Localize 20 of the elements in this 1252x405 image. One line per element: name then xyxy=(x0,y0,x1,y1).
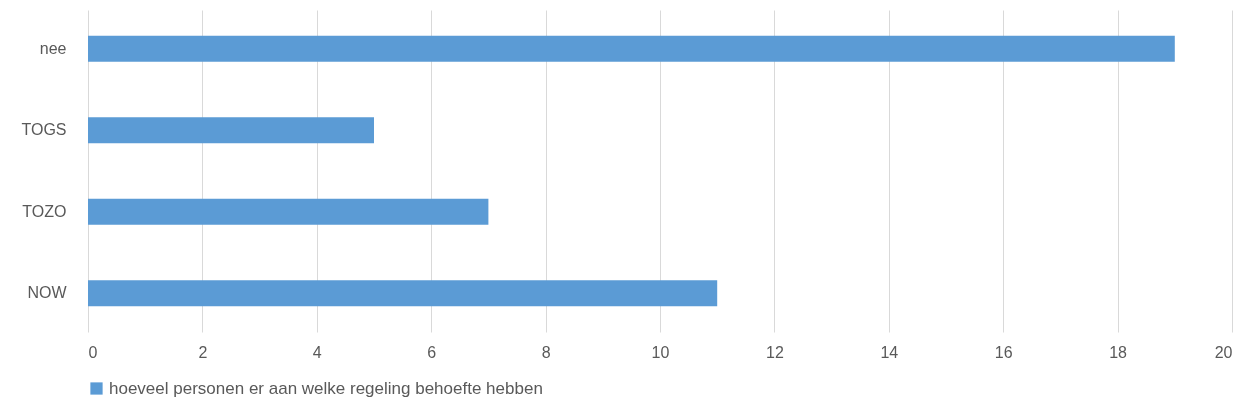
bar xyxy=(88,35,1175,62)
x-tick-label: 0 xyxy=(88,343,98,361)
x-tick-label: 16 xyxy=(994,343,1013,361)
x-tick-label: 6 xyxy=(427,343,437,361)
y-tick-label: TOGS xyxy=(21,121,67,139)
bar xyxy=(88,117,374,144)
x-tick-label: 20 xyxy=(1214,343,1233,361)
x-tick-label: 8 xyxy=(541,343,551,361)
x-tick-label: 2 xyxy=(198,343,208,361)
bar xyxy=(88,280,718,307)
bar xyxy=(88,198,489,225)
x-tick-label: 14 xyxy=(880,343,899,361)
legend-label: hoeveel personen er aan welke regeling behoefte hebben xyxy=(109,378,543,398)
x-tick-label: 4 xyxy=(312,343,322,361)
x-tick-label: 12 xyxy=(766,343,784,361)
x-tick-label: 18 xyxy=(1109,343,1128,361)
y-tick-label: TOZO xyxy=(22,202,67,220)
y-tick-label: NOW xyxy=(27,284,68,302)
y-tick-label: nee xyxy=(39,39,67,57)
x-tick-label: 10 xyxy=(651,343,670,361)
